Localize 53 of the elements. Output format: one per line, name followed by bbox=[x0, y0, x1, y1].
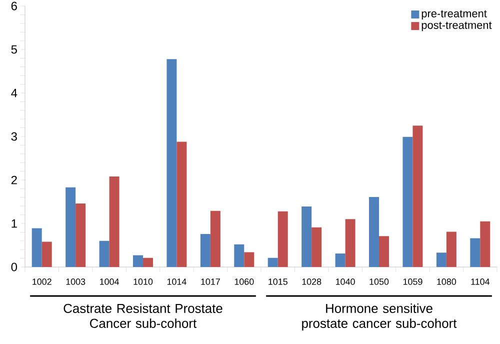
bar bbox=[402, 136, 413, 267]
bar bbox=[32, 228, 42, 267]
legend-label: pre-treatment bbox=[422, 10, 487, 20]
y-tick-label: 2 bbox=[11, 176, 17, 184]
legend-label: post-treatment bbox=[422, 22, 492, 32]
bar bbox=[278, 211, 288, 267]
bar bbox=[446, 232, 456, 267]
x-tick-label: 1059 bbox=[403, 278, 422, 285]
x-tick-label: 1004 bbox=[100, 278, 119, 285]
bar bbox=[345, 219, 356, 267]
bar bbox=[99, 240, 110, 267]
bar bbox=[335, 254, 346, 267]
bar bbox=[436, 252, 446, 267]
bar bbox=[200, 234, 210, 267]
bar bbox=[166, 59, 177, 267]
x-tick-label: 1060 bbox=[234, 278, 254, 285]
bar bbox=[244, 252, 254, 267]
x-tick-label: 1040 bbox=[336, 278, 355, 285]
bar bbox=[210, 210, 220, 267]
bar bbox=[176, 142, 187, 267]
bar bbox=[143, 258, 153, 267]
bar bbox=[369, 196, 380, 267]
bar bbox=[379, 236, 390, 267]
x-tick-label: 1014 bbox=[167, 278, 186, 285]
x-tick-label: 1003 bbox=[66, 278, 86, 285]
x-tick-label: 1010 bbox=[134, 278, 153, 285]
y-tick-label: 1 bbox=[12, 219, 17, 228]
bar bbox=[412, 126, 423, 267]
y-tick-label: 5 bbox=[11, 45, 17, 54]
bar bbox=[234, 244, 244, 267]
x-tick-label: 1015 bbox=[268, 278, 288, 285]
bar bbox=[66, 187, 76, 267]
y-tick-label: 0 bbox=[11, 262, 18, 272]
bar bbox=[312, 227, 322, 267]
bar bbox=[470, 238, 480, 267]
y-tick-label: 6 bbox=[11, 2, 17, 10]
bar bbox=[42, 242, 52, 267]
bar bbox=[302, 206, 312, 267]
x-tick-label: 1028 bbox=[302, 278, 322, 285]
bar bbox=[268, 258, 278, 267]
bar bbox=[133, 255, 143, 267]
x-tick-label: 1080 bbox=[437, 278, 456, 285]
text: Hormone sensitive prostate cancer sub-cohort bbox=[302, 304, 457, 331]
bar bbox=[76, 203, 86, 267]
text: Castrate Resistant Prostate Cancer sub-cohort bbox=[64, 304, 222, 328]
y-tick-label: 4 bbox=[11, 88, 18, 98]
x-tick-label: 1002 bbox=[32, 278, 52, 285]
bar bbox=[480, 221, 490, 267]
x-tick-label: 1017 bbox=[201, 278, 220, 285]
bar bbox=[109, 176, 120, 267]
x-tick-label: 1050 bbox=[370, 278, 389, 285]
y-tick-label: 3 bbox=[11, 132, 17, 141]
x-tick-label: 1104 bbox=[471, 278, 490, 285]
